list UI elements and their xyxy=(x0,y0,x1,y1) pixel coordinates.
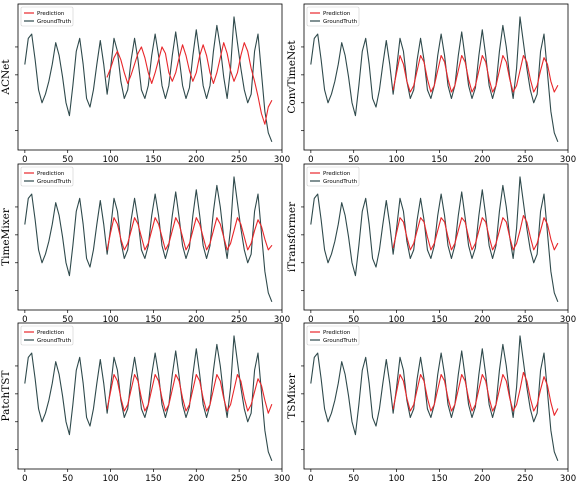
x-tick-label: 0 xyxy=(308,474,313,484)
x-tick-label: 50 xyxy=(348,315,359,325)
plot-frame xyxy=(303,163,569,311)
legend: Prediction GroundTruth xyxy=(306,325,360,346)
legend-groundtruth-label: GroundTruth xyxy=(37,338,72,344)
x-tick-label: 200 xyxy=(474,315,490,325)
legend: Prediction GroundTruth xyxy=(306,166,360,187)
x-tick-label: 100 xyxy=(102,474,118,484)
y-axis-label: TSMixer xyxy=(286,372,298,418)
x-tick-label: 0 xyxy=(22,315,27,325)
prediction-line xyxy=(392,214,559,251)
x-tick-label: 250 xyxy=(517,474,533,484)
x-tick-label: 250 xyxy=(517,315,533,325)
y-axis-label: ConvTimeNet xyxy=(286,40,298,114)
legend-groundtruth-label: GroundTruth xyxy=(323,338,358,344)
x-tick-label: 0 xyxy=(22,155,27,165)
x-tick-label: 150 xyxy=(431,315,447,325)
chart-panel-4: 0 50 100 150 200 250 300 iTransformer Prediction… xyxy=(286,163,576,325)
x-tick-label: 250 xyxy=(231,155,247,165)
x-tick-label: 300 xyxy=(560,155,576,165)
x-tick-label: 150 xyxy=(145,474,161,484)
x-tick-label: 150 xyxy=(145,315,161,325)
x-tick-label: 250 xyxy=(231,474,247,484)
x-tick-label: 200 xyxy=(474,474,490,484)
x-tick-label: 300 xyxy=(274,315,290,325)
x-tick-label: 150 xyxy=(431,474,447,484)
legend-prediction-label: Prediction xyxy=(323,11,351,17)
y-axis-label: TimeMixer xyxy=(0,207,12,266)
ground-truth-line xyxy=(310,335,559,461)
prediction-line xyxy=(392,371,559,416)
legend-prediction-label: Prediction xyxy=(37,171,65,177)
legend-prediction-label: Prediction xyxy=(37,330,65,336)
x-tick-label: 150 xyxy=(431,155,447,165)
legend: Prediction GroundTruth xyxy=(20,166,74,187)
x-tick-label: 200 xyxy=(188,155,204,165)
legend: Prediction GroundTruth xyxy=(306,6,360,27)
x-tick-label: 100 xyxy=(388,155,404,165)
ground-truth-line xyxy=(24,335,273,461)
chart-panel-2: 0 50 100 150 200 250 300 ConvTimeNet Prediction G… xyxy=(286,3,576,165)
legend-prediction-label: Prediction xyxy=(323,330,351,336)
prediction-line xyxy=(106,373,273,414)
x-tick-label: 100 xyxy=(102,315,118,325)
x-tick-label: 300 xyxy=(560,474,576,484)
chart-panel-5: 0 50 100 150 200 250 300 PatchTST Prediction Grou… xyxy=(0,322,290,484)
prediction-line xyxy=(106,42,273,125)
plot-frame xyxy=(17,3,283,151)
x-tick-label: 100 xyxy=(102,155,118,165)
legend-prediction-label: Prediction xyxy=(323,171,351,177)
x-tick-label: 50 xyxy=(62,315,73,325)
x-tick-label: 300 xyxy=(274,155,290,165)
x-tick-label: 50 xyxy=(348,474,359,484)
ground-truth-line xyxy=(24,176,273,302)
x-tick-label: 0 xyxy=(308,155,313,165)
x-tick-label: 250 xyxy=(517,155,533,165)
legend-groundtruth-label: GroundTruth xyxy=(37,179,72,185)
x-tick-label: 50 xyxy=(62,474,73,484)
y-axis-label: ACNet xyxy=(0,59,12,96)
plot-frame xyxy=(303,322,569,470)
x-tick-label: 50 xyxy=(348,155,359,165)
legend-prediction-label: Prediction xyxy=(37,11,65,17)
legend-groundtruth-label: GroundTruth xyxy=(323,19,358,25)
prediction-line xyxy=(106,217,273,251)
legend-groundtruth-label: GroundTruth xyxy=(323,179,358,185)
x-tick-label: 300 xyxy=(274,474,290,484)
legend-groundtruth-label: GroundTruth xyxy=(37,19,72,25)
legend: Prediction GroundTruth xyxy=(20,325,74,346)
x-tick-label: 100 xyxy=(388,315,404,325)
plot-frame xyxy=(17,322,283,470)
x-tick-label: 250 xyxy=(231,315,247,325)
x-tick-label: 300 xyxy=(560,315,576,325)
legend: Prediction GroundTruth xyxy=(20,6,74,27)
prediction-line xyxy=(392,54,559,93)
x-tick-label: 50 xyxy=(62,155,73,165)
x-tick-label: 200 xyxy=(474,155,490,165)
ground-truth-line xyxy=(310,176,559,302)
x-tick-label: 0 xyxy=(308,315,313,325)
y-axis-label: PatchTST xyxy=(0,371,12,422)
plot-frame xyxy=(17,163,283,311)
x-tick-label: 0 xyxy=(22,474,27,484)
x-tick-label: 200 xyxy=(188,315,204,325)
chart-panel-6: 0 50 100 150 200 250 300 TSMixer Prediction Groun… xyxy=(286,322,576,484)
chart-panel-3: 0 50 100 150 200 250 300 TimeMixer Prediction Gro… xyxy=(0,163,290,325)
x-tick-label: 200 xyxy=(188,474,204,484)
y-axis-label: iTransformer xyxy=(286,201,298,272)
x-tick-label: 100 xyxy=(388,474,404,484)
chart-panel-1: 0 50 100 150 200 250 300 ACNet Prediction GroundT… xyxy=(0,3,290,165)
x-tick-label: 150 xyxy=(145,155,161,165)
plot-frame xyxy=(303,3,569,151)
ground-truth-line xyxy=(310,16,559,142)
